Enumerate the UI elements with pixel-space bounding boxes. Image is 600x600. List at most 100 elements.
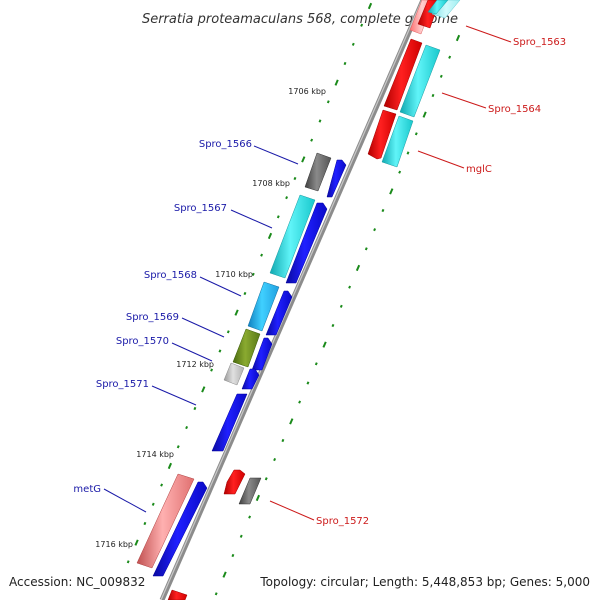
outer-tick-track	[126, 2, 373, 564]
tick-label: 1712 kbp	[176, 360, 214, 369]
gene-label-spro-1569[interactable]: Spro_1569	[126, 312, 179, 323]
major-tick	[367, 2, 373, 10]
gene-label-spro-1566[interactable]: Spro_1566	[199, 139, 252, 150]
left-gene-labels: Spro_1566 Spro_1567 Spro_1568 Spro_1569 …	[73, 139, 252, 495]
gene-mglc-red-arrow[interactable]	[367, 109, 397, 160]
gene-spro-1572-right-gray[interactable]	[238, 477, 262, 505]
gene-metg-pink-block[interactable]	[136, 473, 195, 569]
gene-spro-1566-gray-block[interactable]	[304, 152, 332, 192]
major-tick	[322, 341, 327, 348]
gene-spro-1566-arrow[interactable]	[326, 159, 347, 198]
tick-label: 1716 kbp	[95, 540, 133, 549]
minor-tick	[360, 23, 364, 27]
gene-spro-1571-arrow[interactable]	[211, 393, 248, 452]
major-tick	[334, 79, 339, 86]
gene-label-spro-1572[interactable]: Spro_1572	[316, 516, 369, 527]
minor-tick	[143, 521, 147, 526]
gene-spro-1567-cyan-block[interactable]	[269, 194, 316, 279]
major-tick	[355, 264, 361, 272]
minor-tick	[439, 74, 443, 78]
tick-labels: 1706 kbp 1708 kbp 1710 kbp 1712 kbp 1714…	[95, 87, 326, 549]
gene-label-spro-1563[interactable]: Spro_1563	[513, 37, 566, 48]
major-tick	[389, 188, 394, 195]
gene-spro-1569-arrow[interactable]	[251, 337, 273, 371]
minor-tick	[298, 400, 302, 404]
tick-label: 1710 kbp	[215, 270, 253, 279]
genome-backbone-highlight	[160, 0, 423, 600]
major-tick	[234, 309, 239, 316]
right-gene-labels: Spro_1563 Spro_1564 mglC Spro_1572	[316, 37, 566, 527]
gene-label-spro-1564[interactable]: Spro_1564	[488, 104, 541, 115]
gene-label-spro-1568[interactable]: Spro_1568	[144, 270, 197, 281]
tick-label: 1708 kbp	[252, 179, 290, 188]
major-tick	[201, 386, 206, 393]
gene-label-spro-1567[interactable]: Spro_1567	[174, 203, 227, 214]
gene-spro-1570-gray-block[interactable]	[223, 362, 245, 386]
forward-strand-features	[152, 159, 347, 577]
minor-tick	[251, 272, 255, 276]
gene-label-spro-1570[interactable]: Spro_1570	[116, 336, 169, 347]
major-tick	[267, 232, 273, 240]
gene-label-metg[interactable]: metG	[73, 484, 101, 495]
minor-tick	[348, 285, 352, 289]
minor-tick	[285, 196, 289, 200]
minor-tick	[339, 304, 343, 308]
minor-tick	[318, 119, 322, 123]
gene-spro-1564-cyan-block[interactable]	[399, 44, 441, 118]
gene-spro-1572-red-arrow[interactable]	[223, 469, 246, 495]
minor-tick	[431, 93, 435, 98]
minor-tick	[314, 362, 318, 366]
minor-tick	[210, 368, 214, 372]
major-tick	[289, 418, 294, 425]
gene-label-mglc[interactable]: mglC	[466, 164, 492, 175]
gene-spro-1563-cyan-block[interactable]	[427, 0, 449, 15]
genome-stats-text: Topology: circular; Length: 5,448,853 bp…	[259, 575, 590, 589]
minor-tick	[151, 502, 155, 506]
gene-metg-arrow[interactable]	[152, 481, 208, 577]
gene-spro-1570-arrow[interactable]	[241, 368, 260, 390]
major-tick	[455, 34, 461, 42]
minor-tick	[293, 176, 297, 181]
minor-tick	[343, 61, 347, 66]
minor-tick	[281, 438, 285, 443]
minor-tick	[414, 132, 418, 136]
minor-tick	[239, 534, 243, 538]
minor-tick	[351, 42, 355, 46]
right-track-features	[367, 0, 461, 168]
inner-tick-track	[214, 34, 461, 596]
major-tick	[255, 494, 261, 502]
tick-label: 1714 kbp	[136, 450, 174, 459]
minor-tick	[398, 170, 402, 174]
left-leader-lines	[103, 145, 299, 513]
minor-tick	[306, 381, 310, 385]
bottom-red-block[interactable]	[167, 589, 188, 600]
minor-tick	[381, 208, 385, 213]
minor-tick	[193, 406, 197, 411]
gene-mglc-cyan-block[interactable]	[381, 115, 414, 168]
minor-tick	[326, 100, 330, 104]
major-tick	[301, 156, 306, 163]
major-tick	[167, 462, 173, 470]
minor-tick	[373, 228, 377, 232]
left-track-features	[136, 152, 332, 600]
major-tick	[222, 571, 227, 578]
minor-tick	[448, 55, 452, 59]
minor-tick	[276, 215, 280, 219]
minor-tick	[218, 349, 222, 353]
genome-backbone	[159, 0, 426, 600]
minor-tick	[260, 253, 264, 257]
gene-spro-1564-red-block[interactable]	[383, 38, 423, 111]
gene-spro-1568-arrow[interactable]	[265, 290, 293, 336]
minor-tick	[214, 592, 218, 596]
gene-spro-1569-olive-block[interactable]	[232, 328, 261, 368]
gene-label-spro-1571[interactable]: Spro_1571	[96, 379, 149, 390]
minor-tick	[331, 323, 335, 328]
minor-tick	[248, 515, 252, 519]
gene-spro-1568-cyan-block[interactable]	[247, 281, 280, 332]
gene-spro-1567-arrow[interactable]	[285, 202, 328, 284]
major-tick	[422, 111, 427, 118]
map-title: Serratia proteamaculans 568, complete ge…	[142, 12, 458, 27]
minor-tick	[160, 483, 164, 487]
minor-tick	[273, 458, 277, 462]
